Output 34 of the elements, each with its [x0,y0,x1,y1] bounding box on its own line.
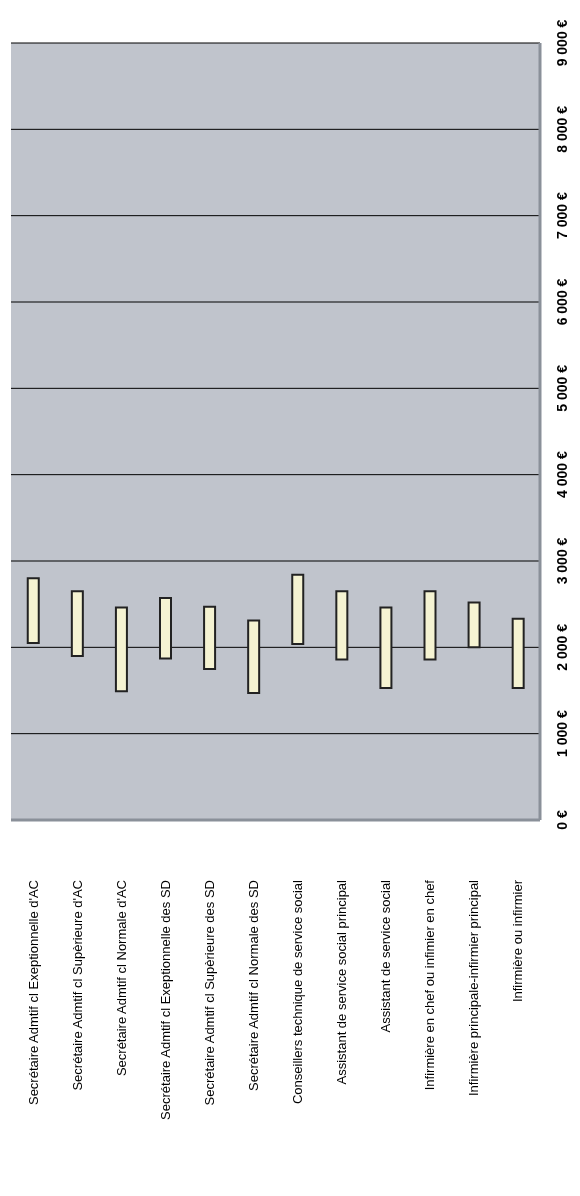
y-tick-label: 3 000 € [554,537,570,585]
x-tick-label: Secrétaire Admtif cl Exeptionnelle d'AC [25,880,41,1106]
bar [247,619,261,695]
bar [467,601,481,649]
x-tick-label: Infirmière ou infirmier [510,879,526,1003]
y-tick-label: 4 000 € [554,451,570,499]
bar [335,590,349,661]
bar [423,590,437,661]
x-tick-label: Assistant de service social [378,879,394,1033]
x-tick-label: Conseillers technique de service social [290,879,306,1105]
y-tick-label: 5 000 € [554,364,570,412]
bar [159,597,172,660]
x-tick-label: Secrétaire Admtif cl Normale d'AC [113,880,129,1077]
bar [511,617,525,689]
bar [291,573,305,645]
x-tick-label: Secrétaire Admtif cl Normale des SD [245,880,261,1091]
y-tick-label: 0 € [554,810,570,830]
x-tick-label: Secrétaire Admtif cl Supèrieure des SD [201,880,217,1106]
bar [379,606,393,689]
bar [203,605,217,670]
x-tick-label: Assistant de service social principal [334,879,350,1085]
bar [70,590,84,657]
y-tick-label: 1 000 € [554,710,570,758]
x-tick-label: Infirmière principale-infirmier principal [466,879,482,1097]
x-tick-label: Secrétaire Admtif cl Supèrieure d'AC [69,880,85,1091]
x-tick-label: Secrétaire Admtif cl Exeptionnelle des SD [157,880,173,1120]
y-tick-label: 7 000 € [554,192,570,240]
x-tick-label: Infirmière en chef ou infimier en chef [422,879,438,1091]
y-tick-label: 8 000 € [554,105,570,153]
y-tick-label: 9 000 € [554,19,570,67]
bar [114,606,128,693]
y-tick-label: 2 000 € [554,623,570,671]
y-tick-label: 6 000 € [554,278,570,326]
bar [26,577,40,645]
